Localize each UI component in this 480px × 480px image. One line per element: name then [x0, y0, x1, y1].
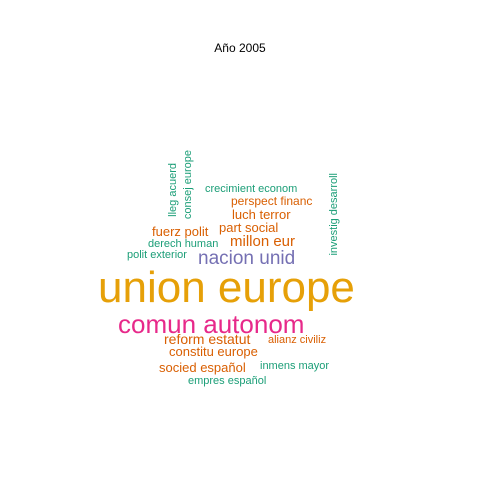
word-inmens-mayor: inmens mayor [260, 360, 330, 372]
word-reform-estatut: reform estatut [164, 331, 251, 347]
word-nacion-unid: nacion unid [198, 248, 296, 269]
word-investig-desarroll: investig desarroll [328, 173, 340, 256]
word-derech-human: derech human [148, 238, 219, 250]
word-millon-eur: millon eur [230, 233, 296, 250]
word-part-social: part social [219, 220, 279, 235]
word-crecimient-econom: crecimient econom [205, 183, 298, 195]
word-empres-espanol: empres español [188, 375, 267, 387]
word-constitu-europe: constitu europe [169, 344, 258, 359]
word-union-europe: union europe [98, 263, 355, 312]
word-lleg-acuerd: lleg acuerd [167, 163, 179, 217]
chart-title: Año 2005 [214, 41, 266, 55]
word-perspect-financ: perspect financ [231, 194, 313, 208]
word-fuerz-polit: fuerz polit [152, 224, 209, 239]
word-luch-terror: luch terror [232, 207, 291, 222]
word-polit-exterior: polit exterior [127, 249, 187, 261]
word-alianz-civiliz: alianz civiliz [268, 334, 327, 346]
word-consej-europe: consej europe [182, 150, 194, 220]
word-socied-espanol: socied español [159, 360, 246, 375]
word-comun-autonom: comun autonom [118, 309, 305, 339]
